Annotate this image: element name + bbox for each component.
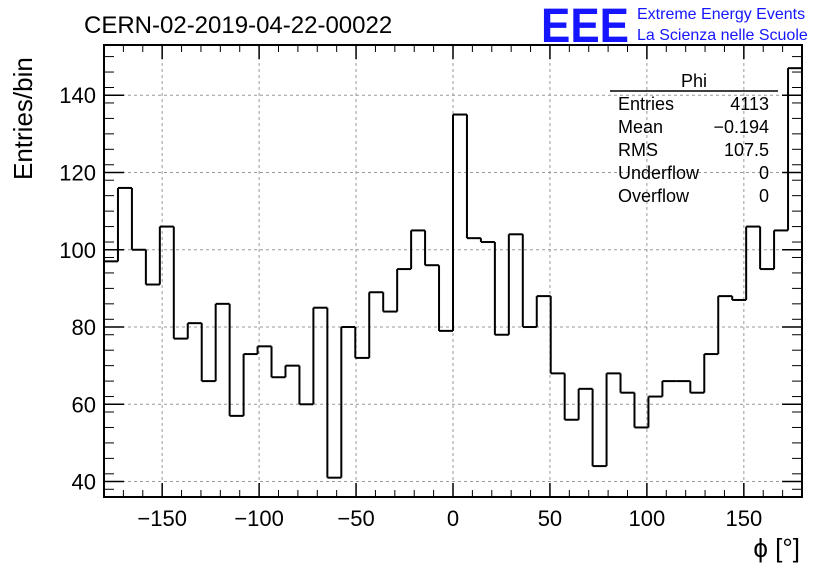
stats-mean-value: −0.194 — [713, 117, 769, 137]
x-tick-label: −150 — [137, 506, 187, 531]
stats-rms-label: RMS — [618, 140, 658, 160]
stats-mean-label: Mean — [618, 117, 663, 137]
histogram-series — [104, 67, 802, 479]
x-tick-label: −50 — [337, 506, 374, 531]
axes-ticks: −150 −100 −50 0 50 100 150 40 60 80 100 120 140 — [59, 45, 803, 531]
stats-overflow-value: 0 — [759, 186, 769, 206]
y-tick-label: 80 — [72, 315, 96, 340]
stats-rms-value: 107.5 — [724, 140, 769, 160]
x-tick-label: 150 — [725, 506, 762, 531]
stats-entries-label: Entries — [618, 94, 674, 114]
x-tick-label: 100 — [629, 506, 666, 531]
x-tick-label: 50 — [538, 506, 562, 531]
eee-logo-line2: La Scienza nelle Scuole — [637, 27, 808, 44]
stats-overflow-label: Overflow — [618, 186, 690, 206]
stats-box-name: Phi — [681, 71, 707, 91]
stats-entries-value: 4113 — [730, 94, 769, 114]
stats-underflow-label: Underflow — [618, 163, 700, 183]
y-tick-label: 140 — [59, 83, 96, 108]
y-tick-label: 40 — [72, 470, 96, 495]
y-axis-label: Entries/bin — [8, 57, 38, 180]
eee-logo: EEE Extreme Energy Events La Scienza nel… — [541, 0, 808, 53]
chart-title: CERN-02-2019-04-22-00022 — [84, 12, 392, 39]
x-tick-label: −100 — [234, 506, 284, 531]
y-tick-label: 60 — [72, 392, 96, 417]
y-tick-label: 100 — [59, 238, 96, 263]
x-axis-label: ϕ [°] — [753, 533, 800, 563]
stats-underflow-value: 0 — [759, 163, 769, 183]
eee-logo-line1: Extreme Energy Events — [637, 6, 805, 23]
y-tick-label: 120 — [59, 160, 96, 185]
stats-box: Phi Entries 4113 Mean −0.194 RMS 107.5 U… — [610, 71, 778, 206]
x-tick-label: 0 — [447, 506, 459, 531]
